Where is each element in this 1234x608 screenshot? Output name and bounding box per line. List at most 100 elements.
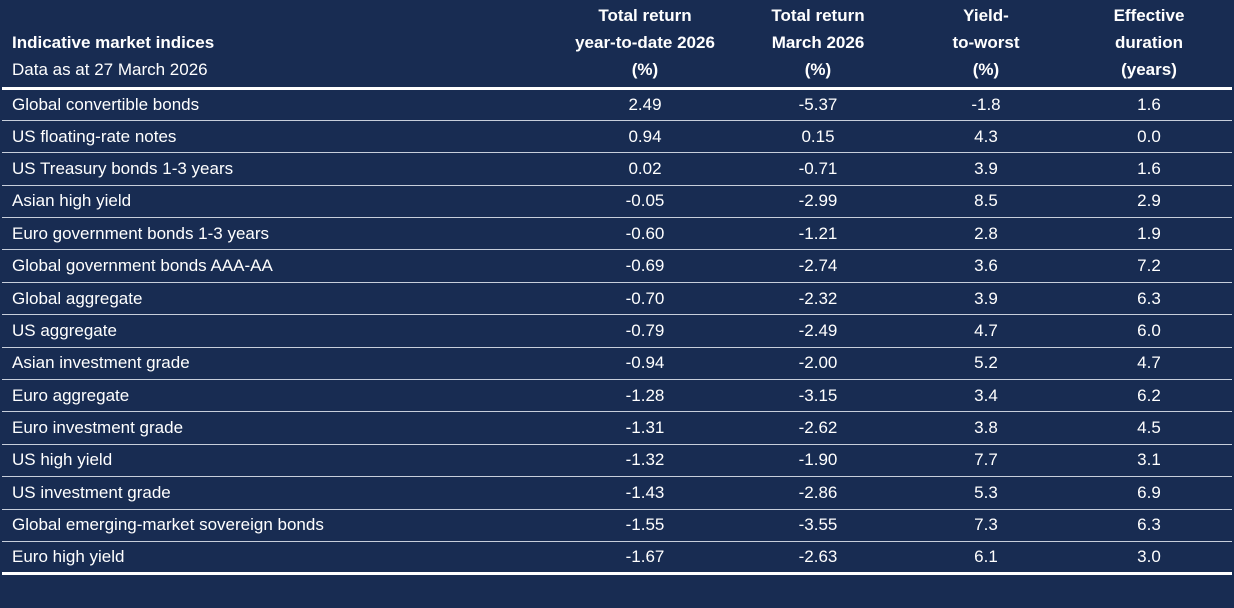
- cell-duration: 0.0: [1066, 120, 1232, 154]
- cell-duration: 3.1: [1066, 444, 1232, 478]
- column-header-line: (%): [631, 59, 659, 79]
- column-header-line: Yield-: [963, 5, 1009, 25]
- column-header-line: (years): [1121, 59, 1177, 79]
- cell-ytd: -0.70: [560, 282, 730, 316]
- table-row: Euro government bonds 1-3 years -0.60 -1…: [2, 217, 1232, 251]
- cell-ytd: 0.94: [560, 120, 730, 154]
- cell-duration: 3.0: [1066, 541, 1232, 576]
- cell-ytd: -1.43: [560, 476, 730, 510]
- cell-ytd: -1.31: [560, 411, 730, 445]
- column-header-line: (%): [804, 59, 832, 79]
- column-header-line: Total return: [771, 5, 865, 25]
- cell-duration: 1.6: [1066, 88, 1232, 121]
- header-row: Indicative market indices Data as at 27 …: [2, 0, 1232, 90]
- column-header-march: Total return March 2026 (%): [730, 0, 906, 90]
- row-label: Asian high yield: [2, 185, 560, 219]
- market-indices-table: Indicative market indices Data as at 27 …: [2, 0, 1232, 576]
- column-header-line: duration: [1115, 32, 1183, 52]
- table-row: US floating-rate notes 0.94 0.15 4.3 0.0: [2, 120, 1232, 154]
- row-label: Global convertible bonds: [2, 88, 560, 121]
- column-header-line: to-worst: [952, 32, 1020, 52]
- cell-ytw: 5.2: [906, 347, 1066, 381]
- column-header-ytd: Total return year-to-date 2026 (%): [560, 0, 730, 90]
- row-label: Euro high yield: [2, 541, 560, 576]
- cell-march: -2.49: [730, 314, 906, 348]
- cell-ytd: 0.02: [560, 152, 730, 186]
- cell-march: -2.62: [730, 411, 906, 445]
- cell-march: -5.37: [730, 88, 906, 121]
- cell-ytw: 6.1: [906, 541, 1066, 576]
- cell-march: -3.15: [730, 379, 906, 413]
- row-label: US Treasury bonds 1-3 years: [2, 152, 560, 186]
- cell-march: -2.99: [730, 185, 906, 219]
- cell-duration: 6.0: [1066, 314, 1232, 348]
- table-row: US investment grade -1.43 -2.86 5.3 6.9: [2, 476, 1232, 510]
- table-header: Indicative market indices Data as at 27 …: [2, 0, 1232, 90]
- cell-ytw: -1.8: [906, 88, 1066, 121]
- table-row: US aggregate -0.79 -2.49 4.7 6.0: [2, 314, 1232, 348]
- cell-ytd: -1.32: [560, 444, 730, 478]
- column-header-line: (%): [972, 59, 1000, 79]
- table-row: Global government bonds AAA-AA -0.69 -2.…: [2, 249, 1232, 283]
- row-label: Asian investment grade: [2, 347, 560, 381]
- cell-march: -2.86: [730, 476, 906, 510]
- cell-duration: 1.6: [1066, 152, 1232, 186]
- row-label: US investment grade: [2, 476, 560, 510]
- table-title: Indicative market indices: [12, 32, 215, 52]
- cell-ytw: 3.6: [906, 249, 1066, 283]
- cell-ytd: -0.79: [560, 314, 730, 348]
- cell-march: -3.55: [730, 509, 906, 542]
- table-row: Euro high yield -1.67 -2.63 6.1 3.0: [2, 541, 1232, 576]
- cell-duration: 6.2: [1066, 379, 1232, 413]
- cell-ytw: 3.9: [906, 152, 1066, 186]
- cell-march: -1.21: [730, 217, 906, 251]
- table-row: Euro aggregate -1.28 -3.15 3.4 6.2: [2, 379, 1232, 413]
- column-header-line: Effective: [1113, 5, 1185, 25]
- cell-march: -2.32: [730, 282, 906, 316]
- row-label: US high yield: [2, 444, 560, 478]
- cell-duration: 1.9: [1066, 217, 1232, 251]
- row-label: US aggregate: [2, 314, 560, 348]
- table-row: Asian investment grade -0.94 -2.00 5.2 4…: [2, 347, 1232, 381]
- cell-march: -2.63: [730, 541, 906, 576]
- cell-duration: 6.3: [1066, 282, 1232, 316]
- table-row: Global aggregate -0.70 -2.32 3.9 6.3: [2, 282, 1232, 316]
- table-subtitle: Data as at 27 March 2026: [12, 59, 208, 79]
- row-label: Global emerging-market sovereign bonds: [2, 509, 560, 542]
- column-header-line: Total return: [598, 5, 692, 25]
- cell-march: -0.71: [730, 152, 906, 186]
- column-header-duration: Effective duration (years): [1066, 0, 1232, 90]
- column-header-yield-to-worst: Yield- to-worst (%): [906, 0, 1066, 90]
- row-label: Global government bonds AAA-AA: [2, 249, 560, 283]
- cell-duration: 6.3: [1066, 509, 1232, 542]
- table-body: Global convertible bonds 2.49 -5.37 -1.8…: [2, 88, 1232, 576]
- table-row: Global convertible bonds 2.49 -5.37 -1.8…: [2, 88, 1232, 121]
- cell-ytd: -0.60: [560, 217, 730, 251]
- cell-duration: 6.9: [1066, 476, 1232, 510]
- cell-ytd: -0.69: [560, 249, 730, 283]
- row-label: US floating-rate notes: [2, 120, 560, 154]
- cell-ytw: 8.5: [906, 185, 1066, 219]
- cell-ytd: -0.05: [560, 185, 730, 219]
- cell-duration: 7.2: [1066, 249, 1232, 283]
- column-header-line: year-to-date 2026: [575, 32, 715, 52]
- table-row: US high yield -1.32 -1.90 7.7 3.1: [2, 444, 1232, 478]
- table-row: Euro investment grade -1.31 -2.62 3.8 4.…: [2, 411, 1232, 445]
- table-row: Global emerging-market sovereign bonds -…: [2, 509, 1232, 542]
- cell-ytw: 4.7: [906, 314, 1066, 348]
- table-row: Asian high yield -0.05 -2.99 8.5 2.9: [2, 185, 1232, 219]
- cell-march: -1.90: [730, 444, 906, 478]
- cell-march: 0.15: [730, 120, 906, 154]
- header-label-cell: Indicative market indices Data as at 27 …: [2, 0, 560, 90]
- cell-ytw: 7.7: [906, 444, 1066, 478]
- cell-ytd: -1.28: [560, 379, 730, 413]
- row-label: Euro aggregate: [2, 379, 560, 413]
- cell-ytd: -1.67: [560, 541, 730, 576]
- cell-duration: 4.7: [1066, 347, 1232, 381]
- cell-duration: 2.9: [1066, 185, 1232, 219]
- cell-ytw: 2.8: [906, 217, 1066, 251]
- cell-ytd: 2.49: [560, 88, 730, 121]
- cell-march: -2.74: [730, 249, 906, 283]
- cell-ytw: 3.4: [906, 379, 1066, 413]
- cell-ytd: -1.55: [560, 509, 730, 542]
